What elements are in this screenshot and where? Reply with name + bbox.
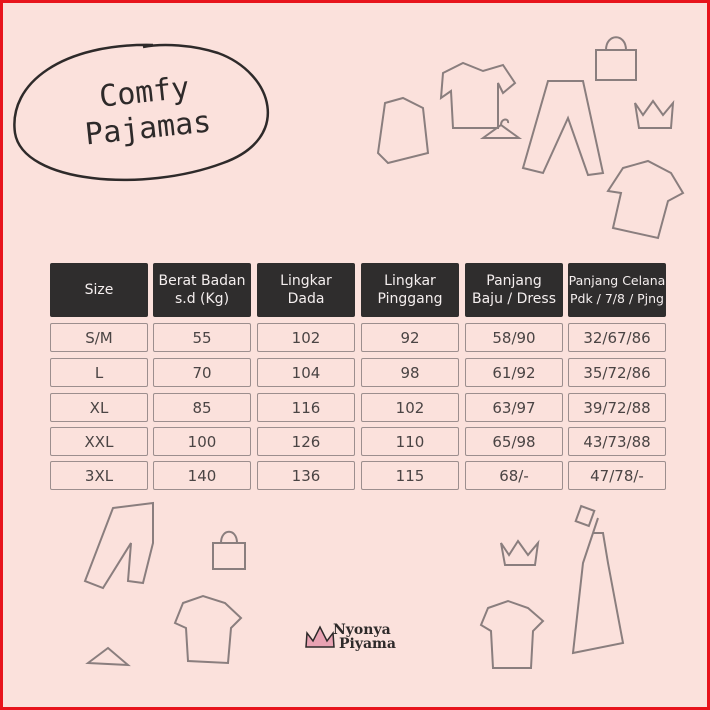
pants-icon [83, 501, 154, 590]
table-cell: XXL [50, 427, 148, 456]
header-text: Panjang [486, 273, 542, 289]
brand-line-1: Nyonya [333, 622, 391, 638]
crown-icon [634, 99, 675, 129]
hanger-icon [479, 118, 523, 139]
table-cell: L [50, 358, 148, 387]
table-cell: 65/98 [465, 427, 563, 456]
table-cell: 92 [361, 323, 459, 352]
header-text: Lingkar [384, 273, 436, 289]
title-oval [13, 43, 270, 182]
table-cell: 68/- [465, 461, 563, 490]
table-cell: 35/72/86 [568, 358, 666, 387]
brand-line-2: Piyama [339, 636, 396, 652]
table-cell: 3XL [50, 461, 148, 490]
shirt-icon [479, 599, 545, 669]
table-cell: 55 [153, 323, 251, 352]
table-cell: 98 [361, 358, 459, 387]
table-cell: 102 [361, 393, 459, 422]
brand-logo: Nyonya Piyama [333, 623, 396, 651]
table-cell: S/M [50, 323, 148, 352]
table-cell: 58/90 [465, 323, 563, 352]
table-cell: 115 [361, 461, 459, 490]
table-cell: 140 [153, 461, 251, 490]
shirt-icon [439, 61, 517, 129]
table-cell: 136 [257, 461, 355, 490]
dress-icon [571, 504, 625, 655]
pants-icon [521, 80, 605, 177]
table-cell: 116 [257, 393, 355, 422]
table-cell: XL [50, 393, 148, 422]
table-cell: 47/78/- [568, 461, 666, 490]
shirt-icon [173, 594, 243, 665]
crown-icon [500, 539, 540, 566]
table-cell: 110 [361, 427, 459, 456]
header-top-length: Panjang Baju / Dress [465, 263, 563, 317]
size-chart-card: Comfy Pajamas Size Berat Badan s.d (Kg) L… [3, 3, 707, 707]
header-text: Berat Badan [158, 273, 246, 289]
bag-icon [212, 530, 246, 570]
table-cell: 102 [257, 323, 355, 352]
table-cell: 32/67/86 [568, 323, 666, 352]
header-text: s.d (Kg) [174, 291, 230, 307]
header-text: Baju / Dress [472, 291, 556, 307]
hanger-icon [85, 646, 131, 667]
bag-icon [595, 36, 637, 81]
shirt-icon [606, 159, 685, 240]
table-cell: 100 [153, 427, 251, 456]
table-cell: 43/73/88 [568, 427, 666, 456]
header-weight: Berat Badan s.d (Kg) [153, 263, 251, 317]
header-text: Panjang Celana [568, 273, 666, 288]
clothing-illustrations [83, 36, 685, 669]
header-chest: Lingkar Dada [257, 263, 355, 317]
table-cell: 39/72/88 [568, 393, 666, 422]
header-pants-length: Panjang Celana Pdk / 7/8 / Pjng [568, 263, 666, 317]
table-cell: 70 [153, 358, 251, 387]
header-text: Pdk / 7/8 / Pjng [569, 291, 664, 306]
table-cell: 85 [153, 393, 251, 422]
header-text: Dada [287, 291, 325, 307]
header-text: Pinggang [377, 291, 443, 307]
crown-logo-icon [305, 625, 335, 648]
table-cell: 63/97 [465, 393, 563, 422]
header-text: Lingkar [280, 273, 332, 289]
header-text: Size [84, 282, 114, 298]
header-waist: Lingkar Pinggang [361, 263, 459, 317]
jacket-icon [376, 96, 430, 165]
table-cell: 104 [257, 358, 355, 387]
table-cell: 61/92 [465, 358, 563, 387]
header-size: Size [50, 263, 148, 317]
table-cell: 126 [257, 427, 355, 456]
